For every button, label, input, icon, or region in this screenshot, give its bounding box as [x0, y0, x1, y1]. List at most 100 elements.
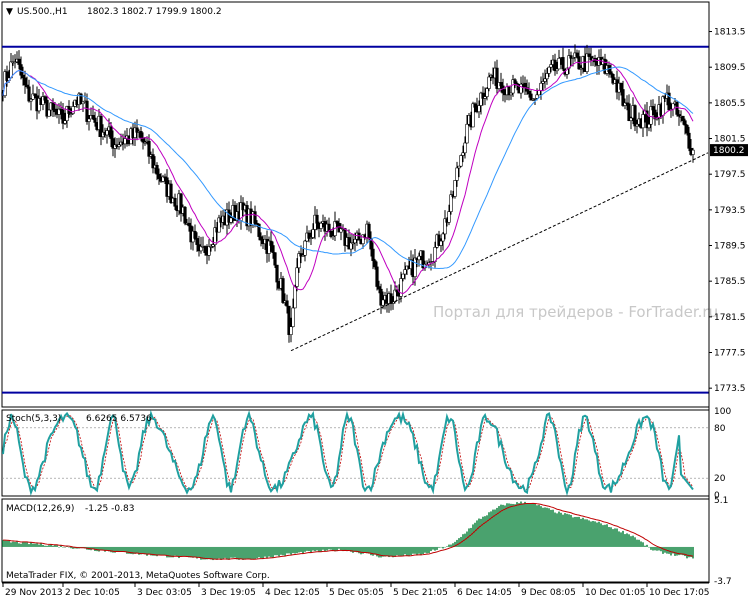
macd-bar [194, 546, 196, 558]
macd-bar [100, 546, 102, 551]
macd-bar [580, 518, 582, 547]
candle [57, 103, 61, 124]
macd-bar [216, 546, 218, 560]
trendline[interactable] [290, 152, 709, 352]
candle-body [519, 83, 523, 94]
macd-values: -1.25 -0.83 [85, 504, 134, 514]
macd-bar [110, 546, 112, 553]
candle-body [291, 307, 295, 327]
candle-body [379, 288, 383, 306]
macd-bar [328, 546, 330, 550]
candle [291, 298, 295, 328]
candle-body [561, 57, 565, 70]
candle-body [537, 90, 541, 96]
macd-bar [70, 546, 72, 549]
candle-body [109, 126, 113, 139]
candle-body [381, 299, 385, 306]
candle-body [285, 300, 289, 307]
macd-bar [128, 546, 130, 554]
candle [459, 154, 463, 168]
candle-body [211, 244, 215, 247]
candle-body [329, 230, 333, 237]
stochastic-panel[interactable]: Stoch(5,3,3) 6.6265 6.5736 [1, 409, 710, 497]
candle-body [683, 120, 687, 126]
macd-bar [416, 546, 418, 555]
candle [199, 236, 203, 254]
candle [477, 100, 481, 118]
price-tick-label: 1793.5 [714, 206, 746, 216]
macd-bar [604, 524, 606, 547]
macd-bar [132, 546, 134, 555]
candle-body [135, 127, 139, 133]
macd-bar [572, 517, 574, 547]
macd-bar [114, 546, 116, 553]
candle-body [51, 102, 55, 110]
candle-body [179, 193, 183, 214]
candle [31, 84, 35, 100]
macd-bar [42, 544, 44, 547]
macd-bar [352, 546, 354, 553]
candle [229, 212, 233, 225]
candle [373, 258, 377, 270]
candle [33, 93, 37, 99]
macd-bar [212, 546, 214, 561]
candle-body [531, 98, 535, 101]
price-panel[interactable]: Портал для трейдеров - ForTrader.ru ▼ US… [1, 1, 718, 408]
candle-body [421, 250, 425, 269]
macd-bar [12, 541, 14, 547]
macd-bar [512, 503, 514, 547]
macd-bar [532, 503, 534, 547]
candle-body [483, 96, 487, 99]
macd-bar [660, 546, 662, 552]
candle-body [163, 176, 167, 179]
candle [155, 162, 159, 181]
candle-body [459, 155, 463, 167]
candle-body [413, 257, 417, 278]
macd-bar [20, 543, 22, 547]
candle-body [31, 93, 35, 100]
candle-body [207, 246, 211, 256]
macd-bar [686, 546, 688, 559]
macd-bar [222, 546, 224, 559]
candle [311, 223, 315, 240]
macd-bar [96, 546, 98, 552]
candle [509, 92, 513, 100]
price-tick-label: 1781.5 [714, 313, 746, 323]
macd-bar [598, 521, 600, 547]
candle-body [111, 138, 115, 149]
macd-bar [18, 543, 20, 547]
candle-body [25, 84, 29, 88]
macd-bar [166, 546, 168, 558]
chart-header: ▼ US.500.,H1 1802.3 1802.7 1799.9 1800.2 [6, 7, 222, 17]
macd-bar [252, 546, 254, 560]
candle [299, 245, 303, 264]
macd-bar [92, 546, 94, 550]
candle-body [335, 221, 339, 224]
candle-body [47, 109, 51, 117]
candle-body [357, 232, 361, 241]
macd-bar [160, 546, 162, 556]
macd-bar [410, 546, 412, 556]
candle-body [485, 88, 489, 97]
candle [183, 205, 187, 226]
macd-panel[interactable]: MACD(12,26,9) -1.25 -0.83 MetaTrader FIX… [1, 498, 710, 583]
macd-bar [524, 501, 526, 547]
macd-bar [486, 515, 488, 547]
macd-bar [4, 540, 6, 547]
macd-bar [648, 546, 650, 548]
macd-bar [644, 545, 646, 547]
candle-body [479, 92, 483, 106]
candle-body [539, 82, 543, 91]
macd-bar [646, 544, 648, 547]
candle [555, 61, 559, 75]
macd-bar [170, 546, 172, 558]
macd-bar [540, 506, 542, 547]
candle [547, 66, 551, 77]
macd-bar [692, 546, 694, 559]
macd-bar [200, 546, 202, 560]
macd-bar [554, 512, 556, 547]
candle-body [557, 57, 561, 70]
macd-bar [568, 514, 570, 547]
macd-bar [68, 546, 70, 548]
